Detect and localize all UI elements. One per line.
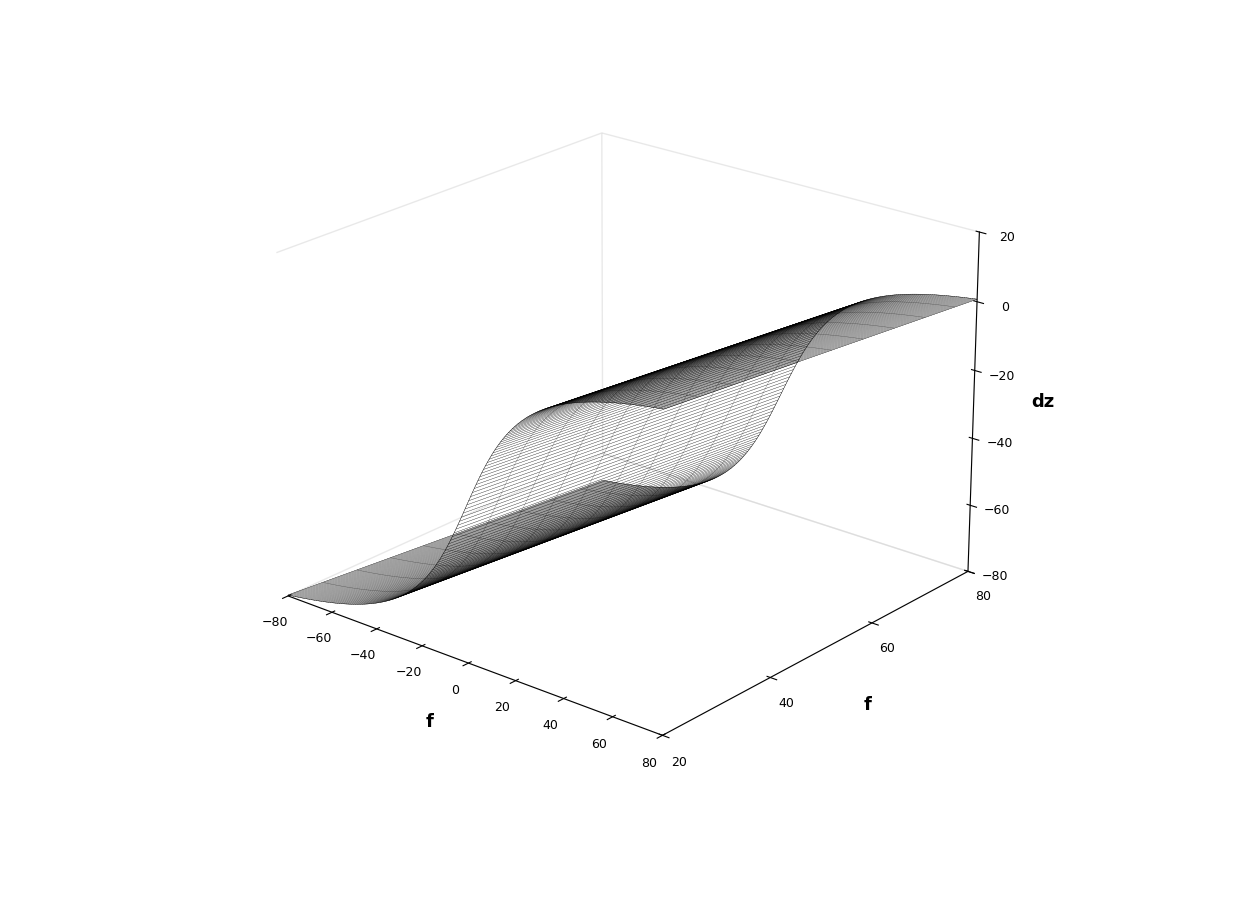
Y-axis label: f: f bbox=[863, 696, 870, 714]
X-axis label: f: f bbox=[427, 713, 434, 731]
